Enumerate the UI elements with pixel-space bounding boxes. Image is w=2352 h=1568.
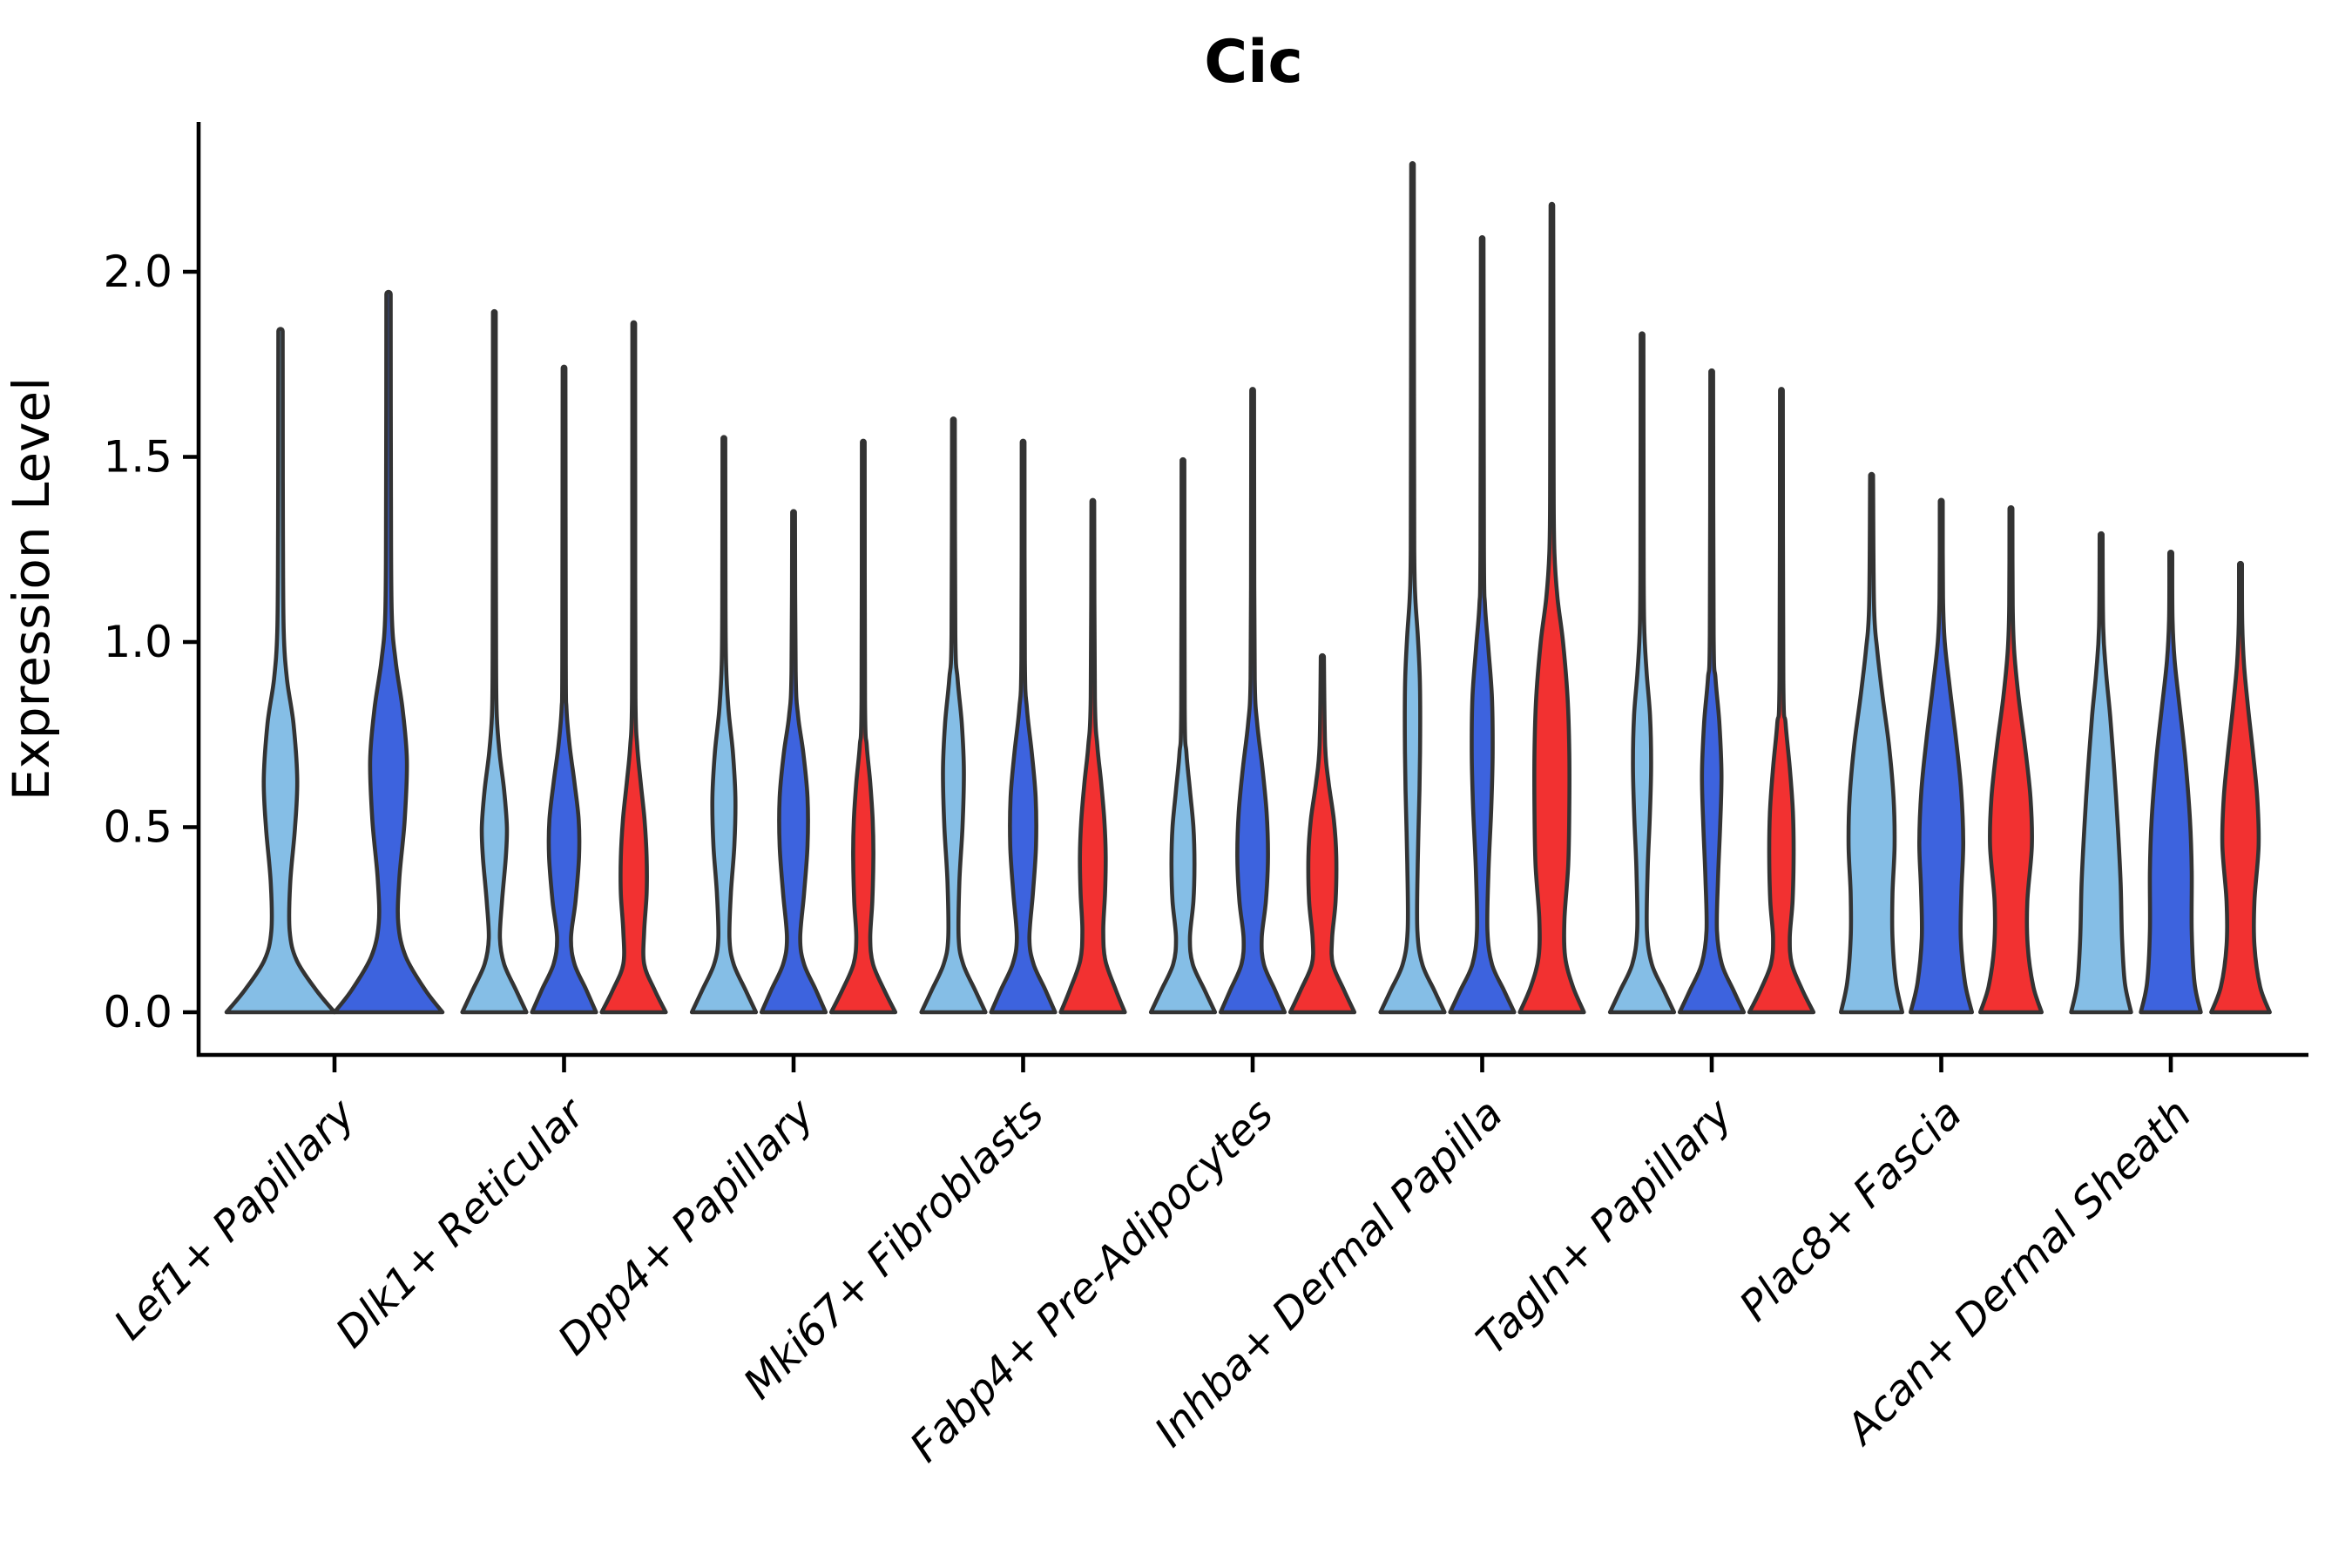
violin-5-0 <box>1378 161 1447 1015</box>
violin-6-2 <box>1747 387 1816 1015</box>
violin-2-1 <box>759 509 828 1015</box>
violin-1-2 <box>599 320 668 1015</box>
violin-4-2 <box>1288 652 1357 1015</box>
x-tick-label: Fabp4+ Pre-Adipocytes <box>901 1090 1283 1472</box>
violin-2-2 <box>828 438 898 1015</box>
violin-6-1 <box>1677 368 1747 1015</box>
violin-3-0 <box>919 416 988 1015</box>
violin-4-1 <box>1218 387 1288 1015</box>
x-tick-label: Lef1+ Papillary <box>105 1089 365 1349</box>
axes <box>196 122 2308 1058</box>
violin-6-0 <box>1607 331 1677 1015</box>
x-tick-label: Dlk1+ Reticular <box>327 1088 597 1358</box>
violin-7-0 <box>1839 471 1904 1015</box>
violin-5-1 <box>1448 235 1517 1015</box>
y-tick-label: 0.0 <box>103 987 172 1037</box>
violin-4-0 <box>1148 456 1218 1015</box>
y-tick-label: 1.5 <box>103 432 172 483</box>
violin-7-1 <box>1909 497 1974 1015</box>
violin-1-1 <box>530 364 598 1015</box>
y-tick-label: 1.0 <box>103 617 172 667</box>
y-axis-label: Expression Level <box>2 377 61 801</box>
violin-7-2 <box>1978 505 2044 1015</box>
axis-spines <box>196 122 2308 1058</box>
violin-8-2 <box>2209 560 2272 1015</box>
violin-3-1 <box>989 438 1058 1015</box>
y-tick-label: 2.0 <box>103 247 172 297</box>
chart-title: Cic <box>1204 28 1303 97</box>
x-tick-label: Tagln+ Papillary <box>1467 1089 1742 1364</box>
violin-1-0 <box>460 308 529 1015</box>
violin-2-0 <box>689 435 759 1015</box>
violin-8-0 <box>2069 531 2133 1015</box>
violin-5-2 <box>1517 201 1586 1015</box>
violins-layer <box>224 161 2272 1015</box>
x-tick-label: Dpp4+ Papillary <box>549 1089 824 1364</box>
violin-3-2 <box>1058 497 1127 1015</box>
x-tick-label: Plac8+ Fascia <box>1730 1090 1971 1331</box>
violin-0-0 <box>224 327 337 1015</box>
y-tick-labels: 0.0 0.5 1.0 1.5 2.0 <box>103 247 198 1037</box>
violin-0-1 <box>332 289 445 1015</box>
violin-8-1 <box>2139 550 2203 1015</box>
y-tick-label: 0.5 <box>103 802 172 853</box>
